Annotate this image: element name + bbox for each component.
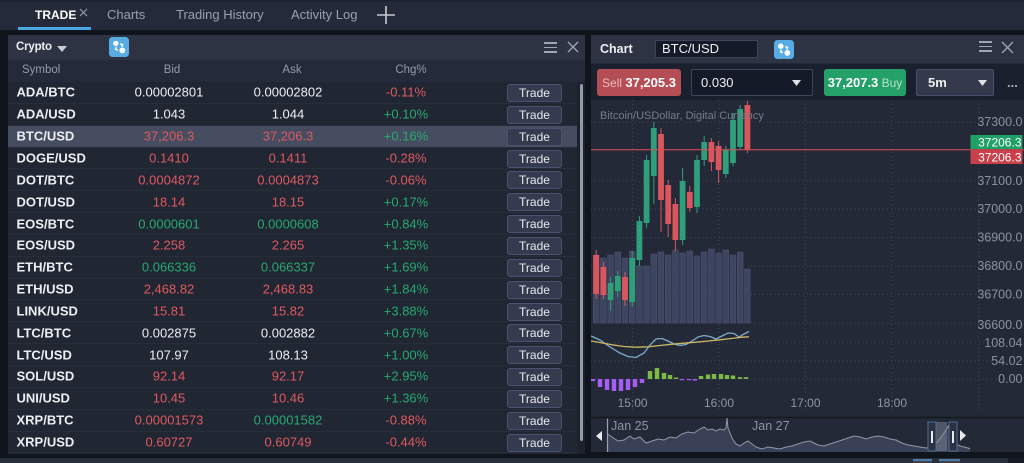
svg-text:36800.0: 36800.0 [977, 259, 1022, 273]
svg-text:36600.0: 36600.0 [977, 318, 1022, 332]
svg-text:Jan 27: Jan 27 [752, 419, 790, 433]
svg-text:36900.0: 36900.0 [977, 231, 1022, 245]
svg-text:54.02: 54.02 [991, 354, 1022, 368]
svg-text:37000.0: 37000.0 [977, 202, 1022, 216]
svg-text:37300.0: 37300.0 [977, 115, 1022, 129]
svg-text:37100.0: 37100.0 [977, 174, 1022, 188]
svg-text:18:00: 18:00 [877, 396, 907, 410]
svg-text:16:00: 16:00 [704, 396, 734, 410]
svg-text:37206.3: 37206.3 [978, 136, 1022, 150]
svg-text:36700.0: 36700.0 [977, 288, 1022, 302]
svg-text:108.04: 108.04 [984, 336, 1022, 350]
svg-text:Jan 25: Jan 25 [611, 419, 649, 433]
svg-text:Bitcoin/USDollar, Digital Curr: Bitcoin/USDollar, Digital Currency [600, 110, 764, 122]
svg-text:37206.3: 37206.3 [978, 151, 1022, 165]
svg-text:17:00: 17:00 [790, 396, 820, 410]
svg-text:0.00: 0.00 [998, 372, 1022, 386]
svg-text:15:00: 15:00 [618, 396, 648, 410]
